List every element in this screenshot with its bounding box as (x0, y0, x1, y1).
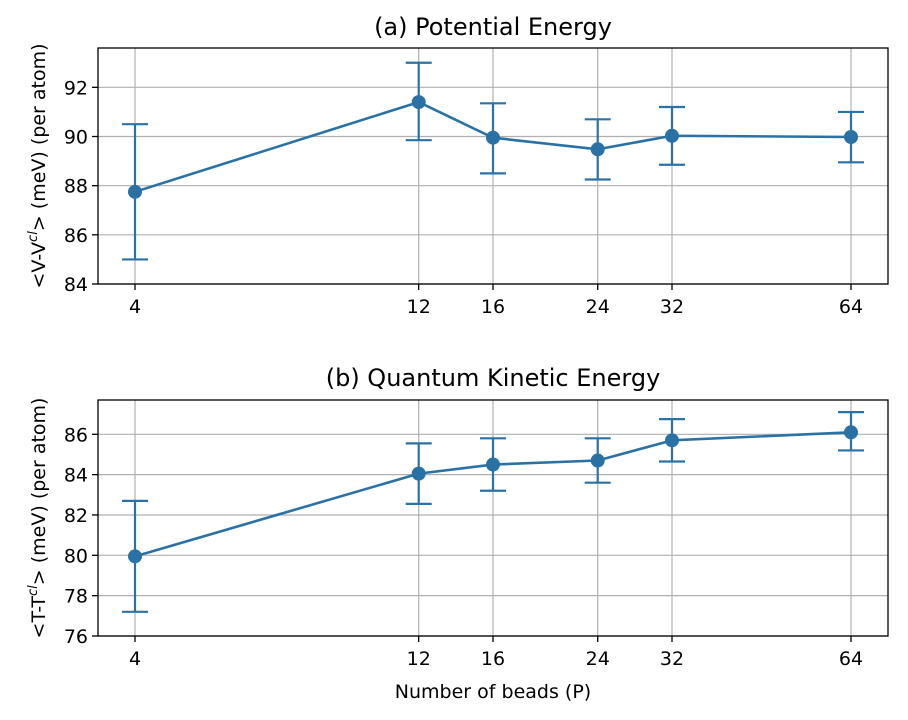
panel-b-x-tick-label: 32 (660, 648, 684, 670)
panel-a-data-point (844, 129, 858, 144)
panel-b-y-tick-label: 82 (64, 505, 88, 527)
panel-a-x-tick-label: 16 (481, 296, 505, 318)
panel-a-title: (a) Potential Energy (374, 13, 612, 41)
panel-a-data-point (665, 128, 679, 143)
panel-b-title: (b) Quantum Kinetic Energy (326, 364, 661, 392)
panel-a-x-tick-label: 12 (407, 296, 431, 318)
panel-a-y-tick-label: 88 (64, 176, 88, 198)
panel-a-data-point (486, 130, 500, 145)
panel-b-y-tick-label: 76 (64, 626, 88, 648)
panel-a-y-tick-label: 90 (64, 127, 88, 149)
panel-b-y-tick-label: 84 (64, 465, 88, 487)
panel-b-series-line (134, 430, 852, 558)
panel-a-data-point (128, 184, 142, 199)
panel-a-y-tick-label: 92 (64, 77, 88, 99)
panel-b-chart: (b) Quantum Kinetic Energy 4 12 16 24 32 64 76… (26, 364, 889, 703)
panel-b-y-tick-label: 86 (64, 424, 88, 446)
panel-a-x-tick-label: 4 (129, 296, 141, 318)
panel-a-y-tick-label: 86 (64, 225, 88, 247)
panel-a-data-point (411, 95, 426, 110)
panel-b-xlabel: Number of beads (P) (395, 681, 591, 703)
panel-b-data-point (665, 433, 679, 448)
panel-a-x-tick-label: 64 (839, 296, 863, 318)
panel-b-y-tick-label: 80 (64, 545, 88, 567)
panel-a-y-tick-label: 84 (64, 274, 88, 296)
panel-b-ylabel: <T-Tcl> (meV) (per atom) (26, 398, 50, 639)
panel-b-data-point (590, 453, 605, 468)
panel-b-x-tick-label: 24 (586, 648, 610, 670)
panel-b-data-point (128, 549, 142, 564)
panel-b-y-tick-label: 78 (64, 586, 88, 608)
panel-a-x-tick-label: 24 (586, 296, 610, 318)
panel-a-series-line (134, 100, 852, 194)
panel-b-x-tick-label: 12 (407, 648, 431, 670)
panel-a-ylabel: <V-Vcl> (meV) (per atom) (26, 44, 50, 289)
panel-b-x-tick-label: 16 (481, 648, 505, 670)
panel-b-data-point (486, 457, 500, 472)
panel-b-data-point (411, 466, 426, 481)
panel-a-data-point (590, 142, 605, 157)
panel-b-x-tick-label: 64 (839, 648, 863, 670)
panel-a-chart: (a) Potential Energy 4 12 16 24 32 64 84 86 88 90… (26, 13, 889, 318)
panel-b-data-point (844, 425, 858, 440)
panel-b-x-tick-label: 4 (129, 648, 141, 670)
panel-a-x-tick-label: 32 (660, 296, 684, 318)
